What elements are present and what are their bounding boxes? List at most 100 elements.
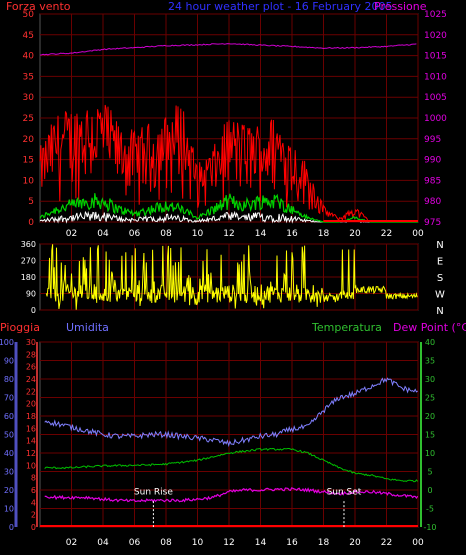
wind-direction-series	[45, 244, 418, 310]
pressure-tick-label: 1005	[424, 93, 447, 103]
direction-tick-label: 0	[31, 306, 36, 315]
time-tick-label: 00	[412, 538, 424, 548]
humidity-tick-label: 80	[4, 375, 14, 384]
time-tick-label: 00	[412, 229, 424, 239]
temperature-tick-label: 40	[425, 338, 435, 347]
wind-tick-label: 40	[23, 52, 35, 62]
temperature-humidity-panel: Pioggia Umidita Temperatura Dew Point (°…	[0, 321, 466, 548]
humidity-tick-label: 40	[4, 449, 14, 458]
pressure-tick-label: 1025	[424, 10, 447, 20]
wind-tick-label: 5	[28, 197, 34, 207]
pressure-series	[39, 43, 417, 56]
pressure-tick-label: 1015	[424, 52, 447, 62]
rain-tick-label: 6	[31, 486, 36, 495]
time-tick-label: 12	[223, 538, 234, 548]
time-tick-label: 08	[160, 229, 172, 239]
direction-tick-label: 270	[21, 257, 36, 266]
rain-tick-label: 26	[26, 363, 36, 372]
temperature-tick-label: 15	[425, 431, 435, 440]
time-tick-label: 20	[349, 538, 361, 548]
compass-tick-label: E	[437, 257, 443, 268]
time-tick-label: 14	[255, 538, 267, 548]
time-tick-label: 06	[129, 229, 141, 239]
wind-gust-series	[39, 104, 418, 223]
time-tick-label: 02	[66, 229, 77, 239]
rain-tick-label: 14	[26, 437, 36, 446]
temperature-tick-label: -5	[426, 505, 434, 514]
chart-title: 24 hour weather plot - 16 February 2005	[168, 0, 393, 13]
temperature-tick-label: 35	[425, 357, 435, 366]
pressure-tick-label: 1020	[424, 31, 447, 41]
rain-tick-label: 8	[31, 474, 36, 483]
rain-tick-label: 4	[31, 498, 36, 507]
time-tick-label: 02	[66, 538, 77, 548]
time-tick-label: 14	[255, 229, 267, 239]
humidity-tick-label: 10	[4, 505, 14, 514]
sun-event-label: Sun Rise	[134, 487, 173, 497]
rain-tick-label: 20	[26, 400, 36, 409]
temperature-tick-label: 10	[425, 449, 435, 458]
compass-tick-label: W	[435, 290, 445, 301]
dewpoint-axis-label: Dew Point (°C)	[393, 321, 466, 334]
time-tick-label: 06	[129, 538, 141, 548]
wind-tick-label: 35	[23, 72, 34, 82]
temperature-tick-label: 25	[425, 394, 435, 403]
rain-tick-label: 28	[26, 350, 36, 359]
rain-tick-label: 18	[26, 412, 36, 421]
wind-tick-label: 50	[23, 10, 35, 20]
direction-tick-label: 360	[21, 240, 36, 249]
pressure-tick-label: 1000	[424, 114, 447, 124]
direction-tick-label: 90	[26, 290, 36, 299]
rain-tick-label: 16	[26, 424, 36, 433]
time-tick-label: 18	[318, 538, 330, 548]
time-tick-label: 10	[192, 538, 204, 548]
pressure-tick-label: 985	[424, 176, 441, 186]
dewpoint-series	[44, 487, 419, 503]
time-tick-label: 20	[349, 229, 361, 239]
humidity-tick-label: 0	[9, 523, 14, 532]
humidity-tick-label: 70	[4, 394, 14, 403]
temperature-tick-label: 0	[427, 486, 432, 495]
humidity-tick-label: 90	[4, 357, 14, 366]
rain-tick-label: 0	[31, 523, 36, 532]
temperature-series	[44, 447, 419, 483]
wind-tick-label: 15	[23, 156, 34, 166]
direction-tick-label: 180	[21, 273, 36, 282]
compass-tick-label: N	[436, 306, 443, 317]
compass-tick-label: S	[437, 273, 443, 284]
wind-tick-label: 20	[23, 135, 35, 145]
humidity-tick-label: 20	[4, 486, 14, 495]
wind-axis-label: Forza vento	[6, 0, 71, 13]
wind-tick-label: 25	[23, 114, 34, 124]
rain-tick-label: 12	[26, 449, 36, 458]
time-tick-label: 10	[192, 229, 204, 239]
humidity-tick-label: 60	[4, 412, 14, 421]
temperature-axis-label: Temperatura	[311, 321, 382, 334]
time-tick-label: 16	[286, 229, 298, 239]
temperature-tick-label: -10	[423, 523, 436, 532]
rain-axis-label: Pioggia	[0, 321, 40, 334]
sun-event-label: Sun Set	[327, 487, 362, 497]
pressure-tick-label: 975	[424, 218, 441, 228]
wind-tick-label: 30	[23, 93, 35, 103]
pressure-tick-label: 1010	[424, 72, 447, 82]
time-tick-label: 22	[381, 229, 392, 239]
compass-tick-label: N	[436, 240, 443, 251]
time-tick-label: 18	[318, 229, 330, 239]
rain-tick-label: 24	[26, 375, 36, 384]
time-tick-label: 12	[223, 229, 234, 239]
time-tick-label: 22	[381, 538, 392, 548]
wind-pressure-panel: Forza vento 24 hour weather plot - 16 Fe…	[6, 0, 447, 239]
wind-tick-label: 0	[28, 218, 34, 228]
temperature-tick-label: 20	[425, 412, 435, 421]
humidity-series	[44, 377, 418, 448]
rain-tick-label: 10	[26, 461, 36, 470]
pressure-tick-label: 995	[424, 135, 441, 145]
pressure-tick-label: 990	[424, 156, 441, 166]
humidity-axis-label: Umidita	[66, 321, 109, 334]
rain-tick-label: 30	[26, 338, 36, 347]
time-tick-label: 04	[97, 229, 109, 239]
humidity-tick-label: 30	[4, 468, 14, 477]
pressure-tick-label: 980	[424, 197, 441, 207]
